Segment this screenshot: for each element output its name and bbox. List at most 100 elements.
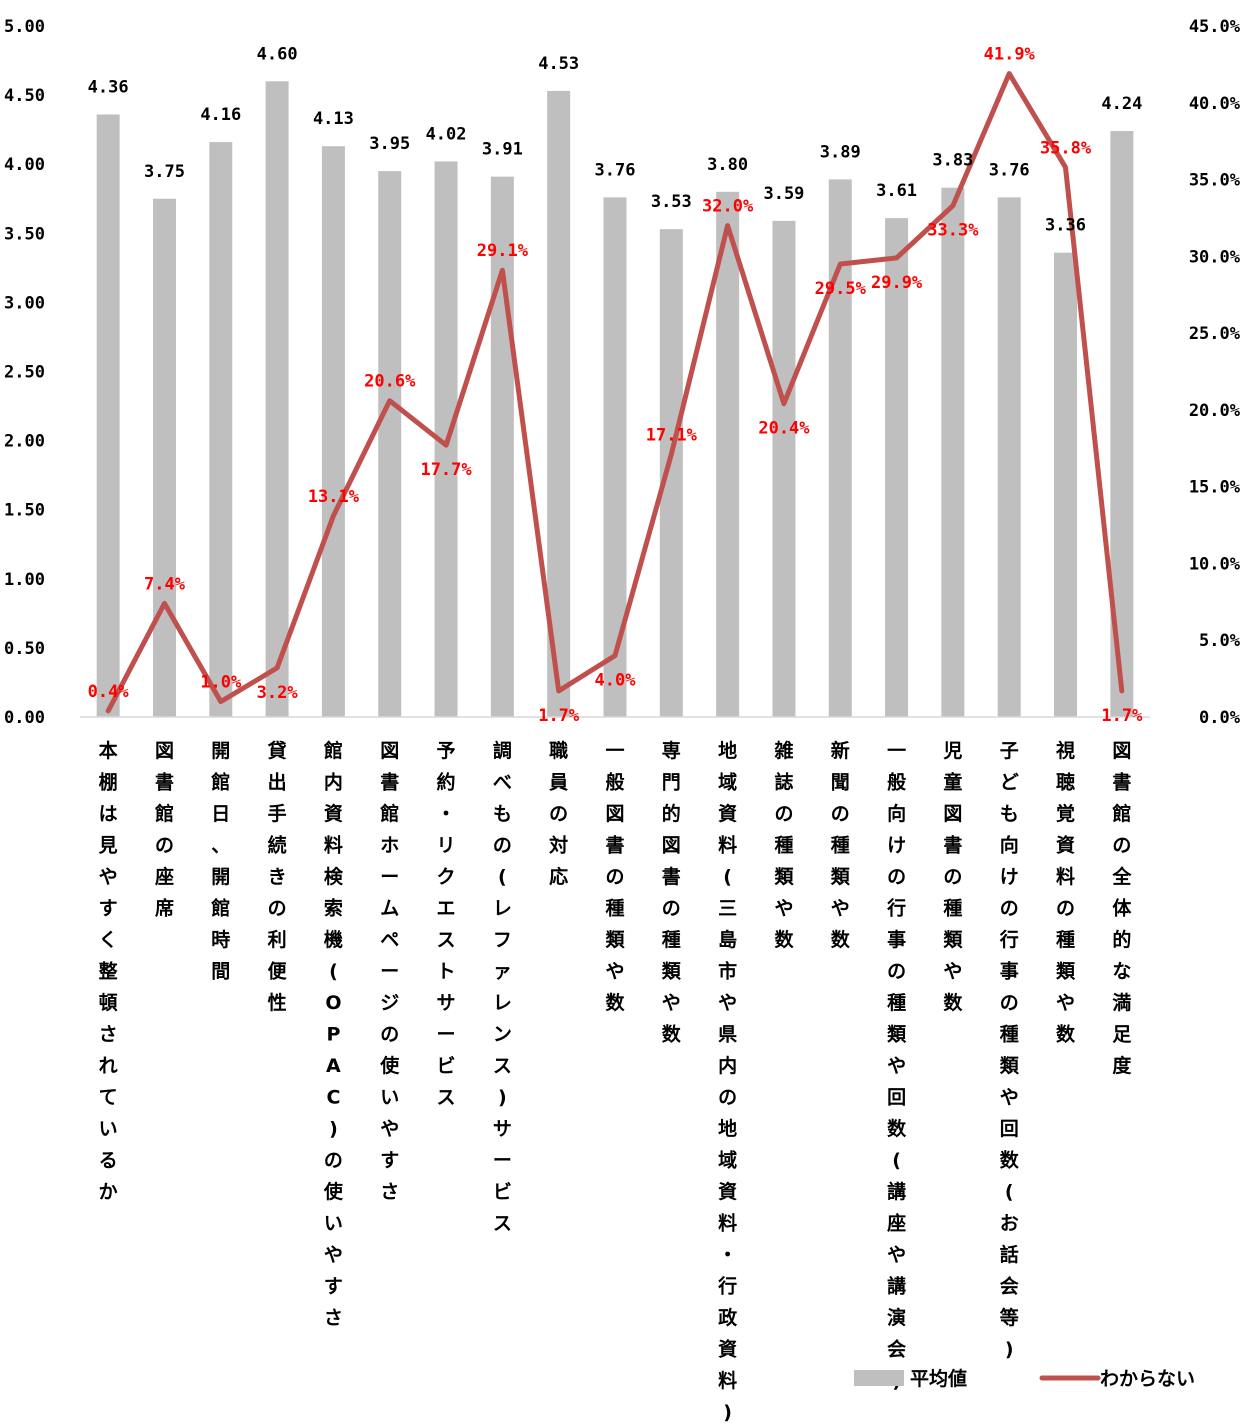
left-axis-tick-label: 2.00 (4, 432, 45, 452)
right-axis: 0.0% 5.0% 10.0% 15.0% 20.0% 25.0% 30.0% 35.0% 40… (1189, 17, 1241, 728)
bar-data-label: 4.36 (88, 77, 129, 97)
bar-data-label: 3.89 (820, 142, 861, 162)
right-axis-tick-label: 30.0% (1189, 247, 1241, 267)
left-axis-tick-label: 3.50 (4, 224, 45, 244)
bar (547, 90, 571, 718)
line-path (105, 71, 1125, 714)
bar-data-label: 3.95 (369, 134, 410, 154)
right-axis-tick-label: 45.0% (1189, 17, 1241, 37)
bar (321, 146, 345, 717)
category-labels: 本棚は見やすく整頓されているか 図書館の座席 開館日、開館時間 貸出手続きの利便性 館内… (99, 739, 1133, 1424)
category-label: 児童図書の種類や数 (942, 740, 963, 1014)
line-data-label: 33.3% (927, 221, 979, 241)
right-axis-tick-label: 20.0% (1189, 401, 1241, 421)
bar (941, 187, 965, 718)
category-label: 地域資料(三島市や県内の地域資料・行政資料) (717, 739, 738, 1424)
bar (772, 220, 796, 717)
line-data-label: 0.4% (88, 682, 130, 702)
line-data-label: 32.0% (702, 197, 754, 217)
bar-data-label: 3.75 (144, 162, 185, 182)
category-label: 館内資料検索機(O P A C)の使いやすさ (323, 739, 344, 1329)
right-axis-tick-label: 15.0% (1189, 478, 1241, 498)
line-data-label: 4.0% (595, 671, 637, 691)
line-data-label: 20.6% (364, 372, 416, 392)
bar (152, 198, 176, 717)
bar-data-label: 4.24 (1101, 94, 1142, 114)
category-label: 一般図書の種類や数 (604, 740, 625, 1014)
bar-data-label: 4.16 (200, 105, 241, 125)
line-data-label: 7.4% (144, 574, 186, 594)
line-data-label: 29.9% (871, 273, 923, 293)
bar (659, 229, 683, 718)
category-label: 貸出手続きの利便性 (267, 739, 288, 1014)
left-axis-tick-label: 4.00 (4, 155, 45, 175)
right-axis-tick-label: 25.0% (1189, 324, 1241, 344)
line-data-label: 13.1% (308, 487, 360, 507)
category-label: 図書館ホームページの使いやすさ (379, 740, 400, 1203)
bar-data-label: 3.59 (763, 184, 804, 204)
bar-data-label: 3.61 (876, 181, 917, 201)
bar (265, 81, 289, 717)
category-label: 本棚は見やすく整頓されているか (99, 739, 118, 1203)
category-label: 開館日、開館時間 (211, 740, 230, 983)
line-data-label: 17.1% (646, 425, 698, 445)
category-label: 図書館の全体的な満足度 (1111, 740, 1132, 1077)
line-data-label: 1.7% (1101, 706, 1143, 726)
category-label: 調べもの(レファレンス)サービス (493, 739, 512, 1235)
bar-data-label: 4.13 (313, 109, 354, 129)
left-axis: 0.00 0.50 1.00 1.50 2.00 2.50 3.00 3.50 4.00 4.50… (4, 17, 45, 728)
line-data-label: 29.5% (815, 279, 867, 299)
left-axis-tick-label: 4.50 (4, 86, 45, 106)
bar (828, 179, 852, 718)
left-axis-tick-label: 1.50 (4, 501, 45, 521)
bar (1110, 131, 1134, 718)
bar (885, 218, 909, 717)
bar-data-label: 4.53 (538, 54, 579, 74)
category-label: 図書館の座席 (155, 740, 174, 920)
category-label: 新聞の種類や数 (830, 739, 851, 951)
right-axis-tick-label: 40.0% (1189, 94, 1241, 114)
line-data-label: 3.2% (257, 683, 299, 703)
bar-data-label: 3.53 (651, 192, 692, 212)
category-label: 雑誌の種類や数 (773, 739, 794, 951)
left-axis-tick-label: 0.50 (4, 639, 45, 659)
bar-data-label: 3.76 (989, 160, 1030, 180)
category-label: 職員の対応 (548, 739, 568, 888)
bar (1054, 252, 1078, 717)
legend-line-label: わからない (1100, 1368, 1195, 1390)
line-data-label: 29.1% (477, 241, 529, 261)
legend-bar-label: 平均値 (910, 1367, 967, 1390)
legend: 平均値 わからない (854, 1367, 1195, 1390)
line-data-label: 1.0% (200, 673, 242, 693)
left-axis-tick-label: 0.00 (4, 708, 45, 728)
category-label: 予約・リクエストサービス (437, 740, 456, 1109)
bar (997, 197, 1021, 718)
right-axis-tick-label: 5.0% (1199, 631, 1241, 651)
bar (603, 197, 627, 718)
category-label: 専門的図書の種類や数 (661, 740, 682, 1046)
bar-data-label: 4.60 (257, 44, 298, 64)
bar-data-labels: 4.36 3.75 4.16 4.60 4.13 3.95 4.02 3.91 4.53 3.76… (88, 44, 1143, 235)
bar-data-label: 3.36 (1045, 216, 1086, 236)
right-axis-tick-label: 35.0% (1189, 171, 1241, 191)
right-axis-tick-label: 10.0% (1189, 554, 1241, 574)
left-axis-tick-label: 1.00 (4, 570, 45, 590)
line-data-label: 20.4% (758, 419, 810, 439)
bar (209, 142, 233, 717)
left-axis-tick-label: 2.50 (4, 363, 45, 383)
category-label: 視聴覚資料の種類や数 (1055, 739, 1076, 1046)
line-data-label: 41.9% (984, 45, 1036, 65)
line-data-label: 17.7% (420, 460, 472, 480)
right-axis-tick-label: 0.0% (1199, 708, 1241, 728)
bar (716, 191, 740, 718)
bar-data-label: 3.80 (707, 155, 748, 175)
bar (378, 171, 402, 718)
bar (96, 114, 120, 717)
left-axis-tick-label: 5.00 (4, 17, 45, 37)
line-data-label: 1.7% (538, 706, 580, 726)
category-label: 子ども向けの行事の種類や回数(お話会等) (999, 740, 1020, 1361)
line-data-labels: 0.4% 7.4% 1.0% 3.2% 13.1% 20.6% 17.7% 29.1% 1.7%… (88, 45, 1143, 726)
line-data-label: 35.8% (1040, 138, 1092, 158)
bar-data-label: 3.83 (932, 151, 973, 171)
